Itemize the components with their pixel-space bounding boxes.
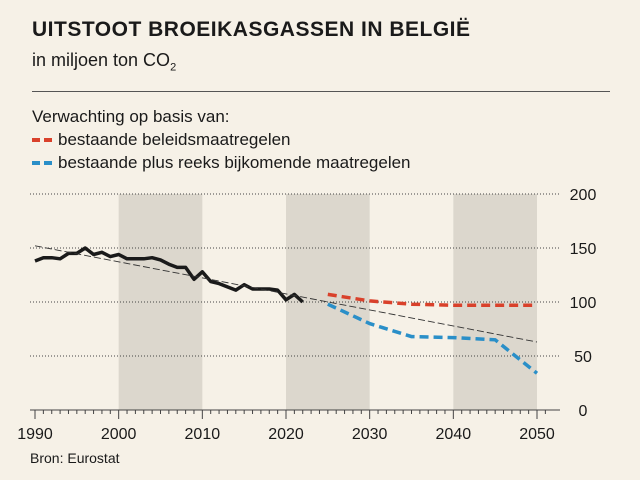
trend-line <box>34 245 538 343</box>
series-line-policy <box>327 292 537 307</box>
x-tick-label-2020: 2020 <box>268 426 304 443</box>
subtitle-text: in miljoen ton CO <box>32 50 171 70</box>
header-divider <box>32 91 610 92</box>
x-tick-label-2040: 2040 <box>436 426 472 443</box>
series-line-historical <box>34 246 304 304</box>
legend-item-additional: bestaande plus reeks bijkomende maatrege… <box>32 153 411 173</box>
legend-swatch-blue <box>32 161 52 165</box>
y-tick-label-0: 0 <box>579 403 588 420</box>
y-tick-label-200: 200 <box>570 187 597 204</box>
x-tick-label-1990: 1990 <box>17 426 53 443</box>
x-tick-label-2010: 2010 <box>185 426 221 443</box>
legend-label-additional: bestaande plus reeks bijkomende maatrege… <box>58 153 411 172</box>
y-tick-label-150: 150 <box>570 241 597 258</box>
legend-item-policy: bestaande beleidsmaatregelen <box>32 130 291 150</box>
legend-title: Verwachting op basis van: <box>32 107 230 126</box>
y-tick-label-100: 100 <box>570 295 597 312</box>
chart-title: UITSTOOT BROEIKASGASSEN IN BELGIË <box>32 18 471 41</box>
chart-subtitle: in miljoen ton CO2 <box>32 50 176 74</box>
x-tick-label-2050: 2050 <box>519 426 555 443</box>
source-note: Bron: Eurostat <box>30 450 120 466</box>
legend-label-policy: bestaande beleidsmaatregelen <box>58 130 291 149</box>
legend-swatch-red <box>32 138 52 142</box>
series-line-additional <box>327 302 539 375</box>
x-tick-label-2000: 2000 <box>101 426 137 443</box>
x-tick-label-2030: 2030 <box>352 426 388 443</box>
subtitle-subscript: 2 <box>170 61 177 74</box>
y-tick-label-50: 50 <box>574 349 592 366</box>
